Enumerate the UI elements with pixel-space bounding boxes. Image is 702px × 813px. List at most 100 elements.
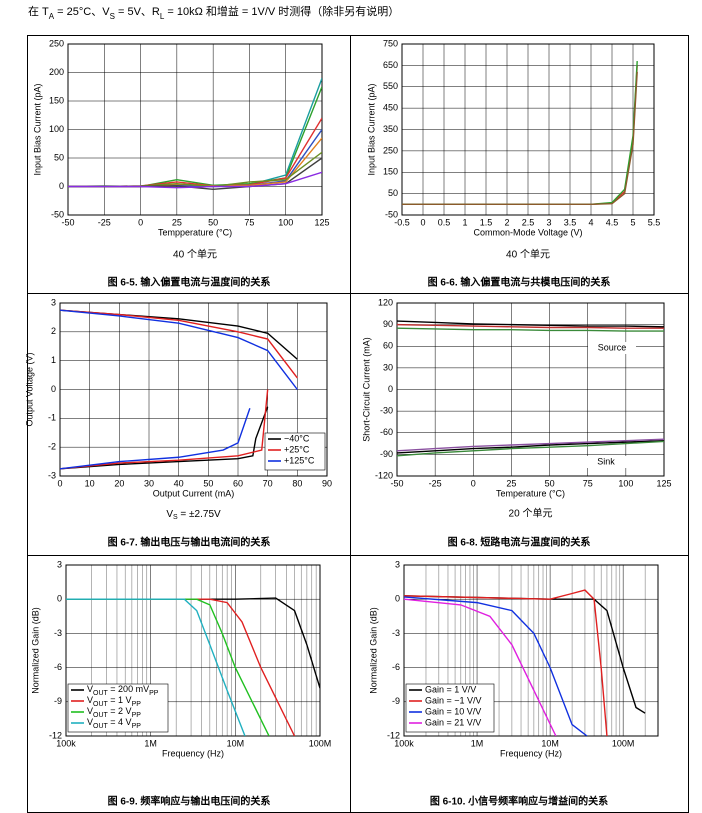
series-line: [397, 327, 664, 332]
x-tick-label: 75: [244, 217, 254, 227]
y-tick-label: 250: [49, 38, 64, 48]
series-line: [60, 408, 251, 470]
legend-label: +125°C: [284, 455, 315, 465]
x-tick-label: 100M: [612, 738, 635, 748]
legend-label-part: PP: [132, 701, 142, 708]
y-axis-label: Input Bias Current (pA): [32, 83, 42, 175]
x-tick-label: 3.5: [564, 217, 577, 227]
y-tick-label: 50: [388, 188, 398, 198]
legend-label-part: V: [87, 695, 93, 705]
x-tick-label: 80: [292, 478, 302, 488]
y-axis-label: Short-Circuit Current (mA): [361, 337, 371, 442]
x-tick-label: 0: [57, 478, 62, 488]
header: 在 TA = 25°C、VS = 5V、RL = 10kΩ 和增益 = 1V/V…: [28, 4, 399, 21]
x-tick-label: -0.5: [394, 217, 410, 227]
x-axis-label: Common-Mode Voltage (V): [473, 227, 582, 237]
plot-border: [59, 302, 328, 477]
legend-label: Gain = 10 V/V: [425, 706, 481, 716]
x-tick-label: 50: [545, 478, 555, 488]
y-tick-label: -50: [385, 209, 398, 219]
series-line: [66, 598, 246, 736]
x-tick-label: 10M: [541, 738, 559, 748]
legend-label: VOUT = 2 VPP: [87, 706, 141, 719]
series-line: [60, 309, 298, 390]
series-group: [60, 309, 298, 470]
x-tick-label: 3: [546, 217, 551, 227]
series-group: [404, 589, 646, 736]
y-tick-label: 0: [388, 384, 393, 394]
subtitle-part: S: [173, 514, 178, 521]
legend-label: Gain = −1 V/V: [425, 695, 482, 705]
x-tick-label: 100M: [309, 738, 332, 748]
y-tick-label: 3: [395, 559, 400, 569]
plot-border: [65, 564, 321, 737]
subtitle: 40 个单元: [506, 249, 550, 261]
y-tick-label: 450: [383, 103, 398, 113]
x-tick-label: 10: [85, 478, 95, 488]
plot-border: [401, 43, 655, 216]
series-line: [397, 323, 664, 329]
header-part: = 10kΩ 和增益 = 1V/V 时测得（除非另有说明）: [164, 4, 399, 18]
x-tick-label: 75: [583, 478, 593, 488]
y-tick-label: -6: [54, 662, 62, 672]
y-tick-label: -2: [48, 442, 56, 452]
y-tick-label: -9: [54, 696, 62, 706]
caption: 图 6-6. 输入偏置电流与共模电压间的关系: [428, 276, 611, 289]
y-tick-label: -3: [48, 470, 56, 480]
y-tick-label: 90: [383, 319, 393, 329]
y-tick-label: 60: [383, 341, 393, 351]
legend-label-part: OUT: [93, 712, 109, 719]
x-tick-label: -25: [429, 478, 442, 488]
legend-label: VOUT = 200 mVPP: [87, 684, 159, 697]
x-tick-label: 10M: [227, 738, 245, 748]
legend-label: VOUT = 4 VPP: [87, 717, 141, 730]
x-tick-label: 125: [656, 478, 671, 488]
x-tick-label: 125: [314, 217, 329, 227]
legend-label-part: OUT: [93, 690, 109, 697]
annotation-bg: [582, 456, 630, 468]
series-line: [397, 320, 664, 328]
x-tick-label: 25: [506, 478, 516, 488]
x-tick-label: 2: [504, 217, 509, 227]
subtitle-part: V: [166, 509, 173, 520]
x-tick-label: -50: [390, 478, 403, 488]
x-axis-label: Frequency (Hz): [162, 748, 224, 758]
y-tick-label: -3: [54, 628, 62, 638]
x-tick-label: -50: [61, 217, 74, 227]
series-line: [404, 596, 588, 736]
series-line: [404, 589, 608, 736]
x-axis-label: Output Current (mA): [153, 488, 235, 498]
x-axis-label: Temperature (°C): [496, 488, 565, 498]
x-tick-label: 70: [263, 478, 273, 488]
legend-label: −40°C: [284, 433, 310, 443]
x-tick-label: 60: [233, 478, 243, 488]
subtitle: VS = ±2.75V: [166, 509, 221, 522]
x-tick-label: 20: [114, 478, 124, 488]
series-line: [68, 171, 322, 189]
y-tick-label: -60: [380, 427, 393, 437]
x-tick-label: 5.5: [648, 217, 661, 227]
legend-label-part: V: [87, 684, 93, 694]
caption: 图 6-9. 频率响应与输出电压间的关系: [108, 795, 271, 808]
series-group: [66, 597, 320, 736]
header-sub: A: [49, 12, 55, 21]
y-tick-label: -50: [51, 209, 64, 219]
x-tick-label: 90: [322, 478, 332, 488]
series-line: [397, 439, 664, 454]
header-sub: L: [160, 12, 165, 21]
y-tick-label: 550: [383, 81, 398, 91]
x-tick-label: 100: [278, 217, 293, 227]
legend-label-part: PP: [149, 690, 159, 697]
series-line: [60, 309, 298, 379]
legend-label: Gain = 1 V/V: [425, 684, 476, 694]
series-group: [68, 77, 322, 191]
x-tick-label: 50: [208, 217, 218, 227]
y-tick-label: 30: [383, 362, 393, 372]
series-line: [60, 406, 269, 470]
legend-label: +25°C: [284, 444, 310, 454]
x-tick-label: 1M: [471, 738, 484, 748]
x-tick-label: 100k: [394, 738, 414, 748]
caption: 图 6-7. 输出电压与输出电流间的关系: [108, 536, 271, 549]
x-tick-label: -25: [98, 217, 111, 227]
y-tick-label: 0: [59, 181, 64, 191]
